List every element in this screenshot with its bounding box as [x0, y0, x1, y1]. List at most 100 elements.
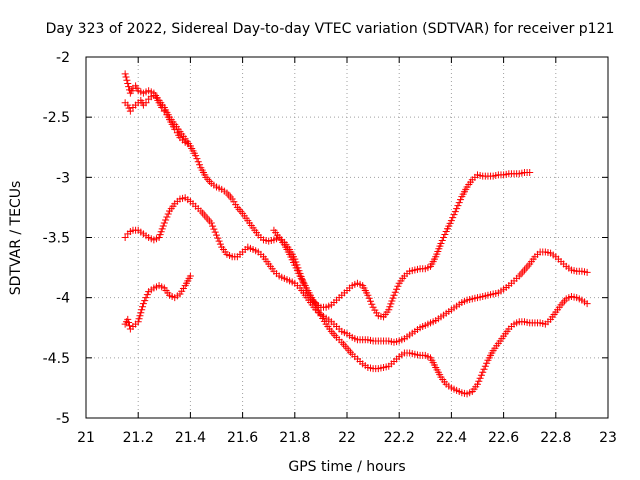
- data-point-marker: [455, 199, 463, 207]
- data-point-marker: [550, 311, 558, 319]
- data-point-marker: [221, 248, 229, 256]
- data-point-marker: [466, 295, 474, 303]
- data-point-marker: [206, 217, 214, 225]
- data-point-marker: [403, 270, 411, 278]
- data-point-marker: [471, 294, 479, 302]
- data-point-marker: [169, 202, 177, 210]
- data-point-marker: [143, 291, 151, 299]
- data-point-marker: [267, 237, 275, 245]
- data-point-marker: [476, 374, 484, 382]
- data-point-marker: [175, 131, 183, 139]
- data-point-marker: [457, 196, 465, 204]
- data-point-marker: [476, 293, 484, 301]
- data-point: [121, 70, 129, 78]
- data-point-marker: [128, 87, 136, 95]
- tick-labels: 21 21.2 21.4 21.6 21.8 22 22.2 22.4 22.6 22.8 23 -2…: [43, 50, 617, 446]
- data-point-marker: [481, 362, 489, 370]
- data-point-marker: [466, 389, 474, 397]
- series-track-D: [121, 272, 194, 333]
- data-point-marker: [340, 289, 348, 297]
- data-point-marker: [164, 289, 172, 297]
- data-point: [453, 205, 461, 213]
- data-point-marker: [179, 284, 187, 292]
- data-point-marker: [142, 294, 150, 302]
- data-point-marker: [173, 292, 181, 300]
- data-point-marker: [211, 228, 219, 236]
- data-point-marker: [331, 331, 339, 339]
- data-point-marker: [524, 262, 532, 270]
- data-point-marker: [436, 242, 444, 250]
- y-tick-label: -4: [56, 291, 70, 307]
- data-point-marker: [477, 371, 485, 379]
- grid: [86, 57, 608, 418]
- data-point-marker: [398, 336, 406, 344]
- data-point-marker: [424, 264, 432, 272]
- x-tick-label: 21: [77, 430, 95, 446]
- data-point-marker: [226, 193, 234, 201]
- data-point-marker: [460, 389, 468, 397]
- data-point-marker: [231, 253, 239, 261]
- data-point-marker: [434, 315, 442, 323]
- x-tick-label: 22.4: [436, 430, 467, 446]
- data-point-marker: [163, 213, 171, 221]
- data-point-marker: [383, 308, 391, 316]
- data-point-marker: [237, 207, 245, 215]
- data-point-marker: [518, 169, 526, 177]
- data-point-marker: [366, 364, 374, 372]
- data-point-marker: [440, 311, 448, 319]
- data-point-marker: [126, 322, 133, 330]
- data-point-marker: [214, 234, 222, 242]
- data-point-marker: [346, 284, 354, 292]
- y-axis-label: SDTVAR / TECUs: [8, 181, 24, 296]
- data-point-marker: [560, 260, 568, 268]
- data-point-marker: [398, 351, 406, 359]
- data-point-marker: [399, 274, 407, 282]
- data-point-marker: [184, 196, 192, 204]
- data-point-marker: [361, 336, 369, 344]
- data-point-marker: [382, 363, 390, 371]
- data-point: [139, 300, 147, 308]
- series-track-C: [121, 194, 591, 346]
- data-point-marker: [436, 371, 444, 379]
- data-point-marker: [391, 288, 399, 296]
- data-point-marker: [325, 316, 333, 324]
- data-point-marker: [346, 348, 354, 356]
- data-point-marker: [372, 365, 380, 373]
- data-point-marker: [356, 280, 364, 288]
- data-point-marker: [273, 270, 281, 278]
- data-point-marker: [475, 377, 483, 385]
- data-point-marker: [507, 323, 515, 331]
- data-point-marker: [139, 303, 147, 311]
- data-point-marker: [257, 234, 265, 241]
- data-point-marker: [497, 171, 505, 179]
- data-point-marker: [157, 228, 165, 236]
- data-point-marker: [393, 285, 401, 293]
- data-point-marker: [488, 349, 496, 357]
- data-point-marker: [320, 317, 328, 325]
- data-point-marker: [451, 208, 459, 216]
- data-point: [121, 234, 129, 241]
- data-point-marker: [487, 291, 495, 299]
- data-point-marker: [549, 251, 557, 259]
- data-point-marker: [561, 297, 568, 305]
- data-point-marker: [174, 125, 182, 133]
- data-point-marker: [483, 359, 491, 367]
- data-point-marker: [534, 319, 542, 327]
- data-point: [390, 291, 398, 299]
- data-point-marker: [189, 200, 197, 208]
- data-point-marker: [408, 350, 416, 358]
- data-point-marker: [147, 286, 155, 294]
- data-point-marker: [335, 325, 343, 333]
- data-point-marker: [570, 293, 578, 301]
- data-point-marker: [419, 265, 427, 273]
- x-tick-label: 21.4: [175, 430, 206, 446]
- data-point-marker: [278, 273, 286, 281]
- data-point-marker: [257, 250, 265, 258]
- data-point-marker: [363, 289, 371, 297]
- x-tick-label: 23: [599, 430, 617, 446]
- data-point-marker: [377, 312, 385, 320]
- data-point-marker: [581, 298, 589, 306]
- data-point-marker: [346, 332, 354, 340]
- data-point-marker: [388, 297, 396, 305]
